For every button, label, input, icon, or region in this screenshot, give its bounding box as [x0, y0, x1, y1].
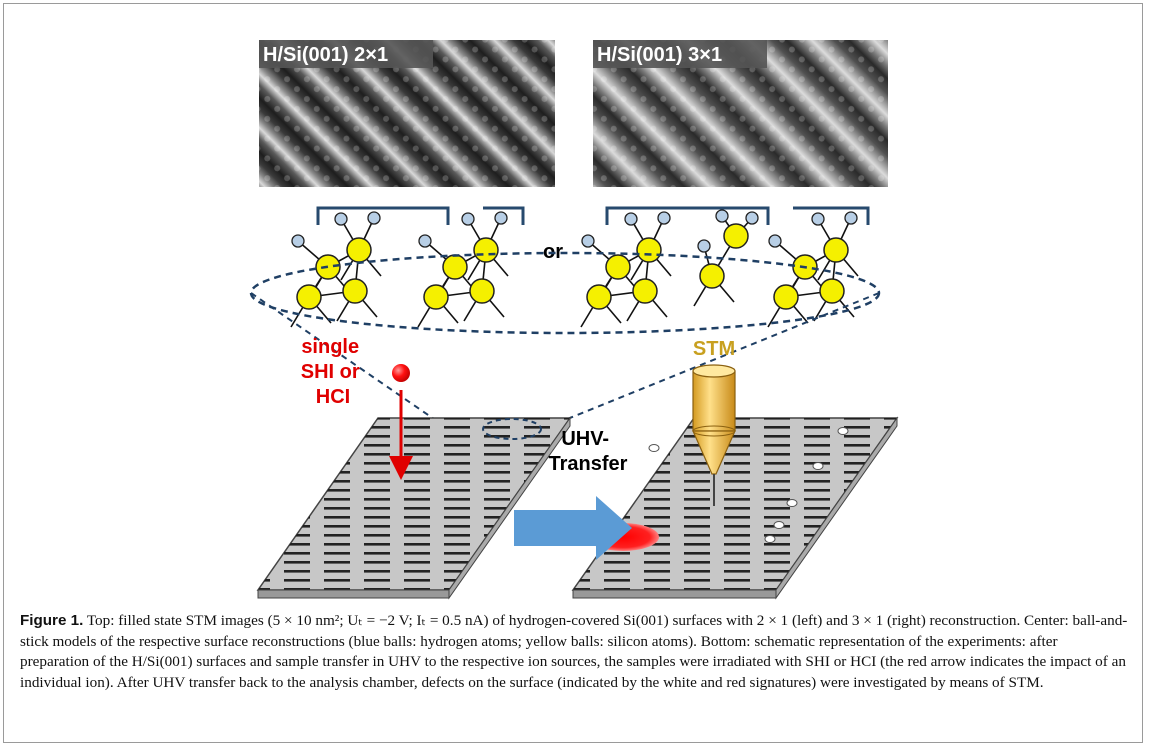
silicon-atom	[823, 237, 849, 263]
stm-tip: STM	[692, 338, 736, 506]
silicon-atom	[819, 278, 845, 304]
silicon-atom	[423, 284, 449, 310]
bracket-2x1-a	[316, 206, 450, 225]
silicon-atom	[773, 284, 799, 310]
caption-text: Top: filled state STM images (5 × 10 nm²…	[20, 612, 1128, 691]
ion-ball	[392, 364, 410, 382]
figure-frame	[3, 3, 1143, 743]
bracket-3x1-b	[793, 206, 870, 225]
figure-caption: Figure 1. Top: filled state STM images (…	[20, 611, 1130, 693]
hydrogen-atom	[334, 212, 348, 226]
zoom-line-left	[250, 292, 451, 431]
silicon-atom	[723, 223, 749, 249]
stm-label-2x1: H/Si(001) 2×1	[263, 44, 388, 66]
bracket-2x1-b	[483, 206, 525, 225]
silicon-atom	[699, 263, 725, 289]
brackets	[316, 206, 870, 225]
hydrogen-atom	[494, 211, 508, 225]
ball-and-stick-models	[290, 209, 859, 328]
silicon-atom	[473, 237, 499, 263]
silicon-atom	[469, 278, 495, 304]
hydrogen-atom	[697, 239, 711, 253]
sample-before	[256, 416, 572, 600]
transfer-arrow	[514, 496, 632, 560]
zoom-line-right	[539, 292, 880, 431]
silicon-atom	[346, 237, 372, 263]
hydrogen-atom	[768, 234, 782, 248]
transfer-label: UHV- Transfer	[549, 428, 628, 475]
hydrogen-atom	[418, 234, 432, 248]
silicon-atom	[632, 278, 658, 304]
hydrogen-atom	[624, 212, 638, 226]
hydrogen-atom	[811, 212, 825, 226]
white-defects	[648, 427, 849, 543]
bracket-3x1-a	[605, 206, 770, 225]
figure-illustration: H/Si(001) 2×1 H/Si(001) 3×1 or	[249, 40, 899, 600]
stm-image-2x1: H/Si(001) 2×1	[259, 40, 555, 187]
hydrogen-atom	[844, 211, 858, 225]
silicon-atom	[442, 254, 468, 280]
stm-label: STM	[693, 338, 735, 360]
sample-after	[571, 416, 899, 600]
caption-label: Figure 1.	[20, 612, 84, 629]
silicon-atom	[296, 284, 322, 310]
hydrogen-atom	[367, 211, 381, 225]
silicon-atom	[342, 278, 368, 304]
hydrogen-atom	[581, 234, 595, 248]
silicon-atom	[636, 237, 662, 263]
hydrogen-atom	[461, 212, 475, 226]
hydrogen-atom	[715, 209, 729, 223]
hydrogen-atom	[745, 211, 759, 225]
stm-label-3x1: H/Si(001) 3×1	[597, 44, 722, 66]
silicon-atom	[586, 284, 612, 310]
stm-image-3x1: H/Si(001) 3×1	[593, 40, 888, 187]
hydrogen-atom	[291, 234, 305, 248]
hydrogen-atom	[657, 211, 671, 225]
silicon-atom	[605, 254, 631, 280]
ion-label: single SHI or HCI	[301, 336, 365, 408]
